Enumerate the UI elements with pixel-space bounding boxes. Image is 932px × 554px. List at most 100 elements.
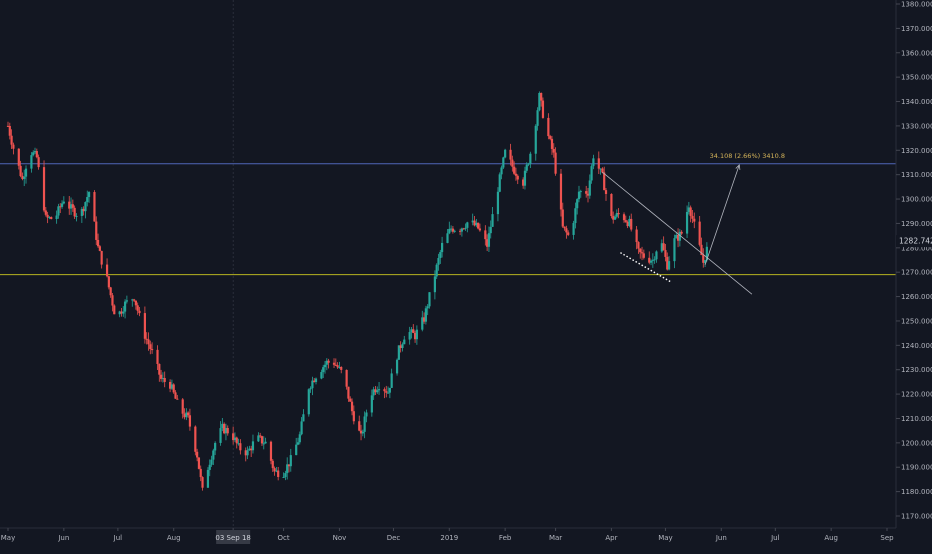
candle-body <box>702 255 705 263</box>
candle-body <box>509 149 512 160</box>
y-tick-label: 1300.000 <box>901 196 932 204</box>
candle-body <box>486 239 489 247</box>
y-axis[interactable]: 1170.000 1180.000 1190.000 1200.000 1210.000… <box>895 0 932 528</box>
y-tick-label: 1230.000 <box>901 366 932 374</box>
candle-body <box>513 166 516 174</box>
candle-body <box>68 201 71 209</box>
candle-body <box>132 299 136 301</box>
candle-body <box>466 222 469 228</box>
candle-body <box>359 430 363 434</box>
candle-body <box>693 218 696 222</box>
candle-body <box>689 207 692 216</box>
x-tick-label: Jun <box>57 534 69 542</box>
candle-body <box>397 345 400 360</box>
candle-body <box>334 364 337 366</box>
candle-body <box>624 220 627 222</box>
x-highlight-badge <box>216 530 251 544</box>
candle-body <box>453 230 456 232</box>
x-axis[interactable]: May Jun Jul Aug 03 Sep 18 Oct Nov Dec 2019 Feb Mar… <box>0 527 896 544</box>
candle-body <box>399 345 402 348</box>
candle-body <box>601 168 604 173</box>
drawings: 34.108 (2.66%) 3410.8 <box>602 152 785 295</box>
candle-body <box>197 457 201 469</box>
candle-body <box>610 193 613 217</box>
candle-body <box>403 339 406 345</box>
candle-body <box>500 167 503 175</box>
candle-body <box>170 384 174 389</box>
y-tick-label: 1250.000 <box>901 317 932 325</box>
candle-body <box>628 218 631 227</box>
candle-body <box>277 470 280 477</box>
candle-body <box>460 228 464 232</box>
candle-body <box>585 191 588 194</box>
candle-body <box>385 391 388 393</box>
candle-body <box>313 380 316 383</box>
candle-body <box>35 151 38 158</box>
candle-body <box>639 248 642 253</box>
candle-body <box>19 165 22 177</box>
candle-body <box>577 191 581 200</box>
candle-body <box>57 206 60 216</box>
candle-body <box>340 366 343 370</box>
candle-body <box>95 221 98 240</box>
candle-body <box>700 244 703 256</box>
candle-body <box>563 226 566 229</box>
candle-body <box>523 170 527 186</box>
candle-body <box>534 125 537 154</box>
candle-body <box>134 300 137 306</box>
candle-body <box>138 310 141 314</box>
y-tick-label: 1360.000 <box>901 49 932 57</box>
candle-body <box>349 398 352 402</box>
candle-body <box>572 223 575 235</box>
candle-body <box>323 364 327 368</box>
x-tick-label: Jun <box>715 534 727 542</box>
y-tick-label: 1320.000 <box>901 147 932 155</box>
x-tick-label: Nov <box>333 534 347 542</box>
candle-body <box>475 222 478 226</box>
candle-body <box>320 372 323 379</box>
candle-body <box>275 470 278 472</box>
y-tick-label: 1220.000 <box>901 391 932 399</box>
candle-body <box>345 369 348 387</box>
candle-body <box>651 259 654 261</box>
candle-body <box>626 221 629 227</box>
candle-body <box>361 431 364 434</box>
candle-body <box>511 159 514 167</box>
candle-body <box>478 228 482 231</box>
candle-body <box>224 427 228 434</box>
candle-body <box>613 216 617 220</box>
candle-body <box>687 207 690 212</box>
x-tick-label: May <box>658 534 672 542</box>
candle-body <box>448 228 451 234</box>
candle-body <box>514 173 518 176</box>
candle-body <box>8 125 11 136</box>
candle-body <box>158 363 161 375</box>
descending-trendline <box>602 171 753 295</box>
x-tick-label: 2019 <box>440 534 458 542</box>
candle-body <box>338 366 341 368</box>
candle-body <box>653 259 656 261</box>
candle-body <box>87 192 91 198</box>
candle-body <box>603 172 606 191</box>
x-tick-label: Feb <box>499 534 512 542</box>
candle-body <box>273 468 276 472</box>
candle-body <box>33 151 37 153</box>
x-tick-label: May <box>1 534 15 542</box>
candle-body <box>439 252 442 259</box>
candle-body <box>30 155 33 169</box>
x-tick-label: Jul <box>113 534 123 542</box>
candle-body <box>185 412 188 418</box>
candle-body <box>374 389 377 393</box>
candle-body <box>98 246 101 251</box>
candle-body <box>188 415 192 427</box>
candle-body <box>586 193 590 196</box>
candle-body <box>37 157 40 168</box>
candle-body <box>395 359 399 374</box>
candle-body <box>160 374 163 379</box>
candle-body <box>96 239 100 247</box>
candle-body <box>80 208 83 216</box>
last-price-badge <box>896 235 932 248</box>
x-tick-label: Aug <box>824 534 838 542</box>
